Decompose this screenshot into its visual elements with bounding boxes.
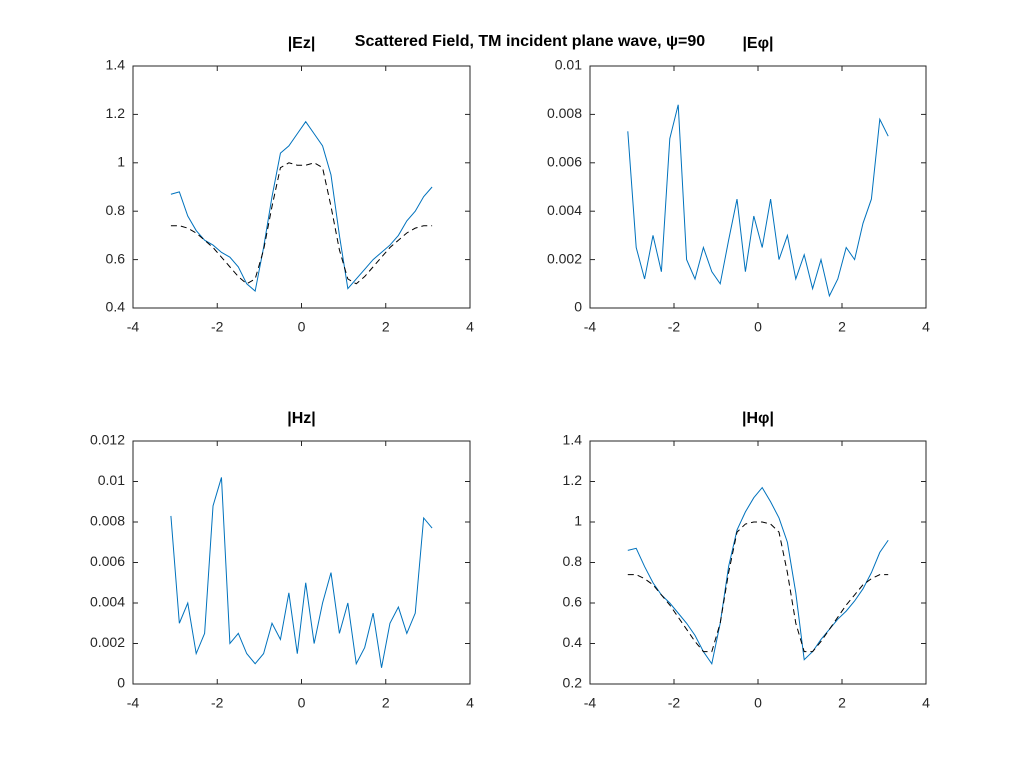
y-tick-label: 0.008 [547,105,582,121]
x-tick-label: -2 [211,319,224,335]
data-line [627,486,889,665]
y-tick-label: 0.2 [563,675,583,691]
y-tick-label: 0.002 [547,250,582,266]
data-line [627,104,889,298]
y-tick-label: 0.4 [563,634,583,650]
x-tick-label: 2 [382,695,390,711]
y-tick-label: 0 [117,675,125,691]
figure-title: Scattered Field, TM incident plane wave,… [355,33,705,50]
data-line [170,477,433,668]
data-line [170,162,433,285]
axes-frame [132,440,471,685]
y-tick-label: 0.002 [90,634,125,650]
x-tick-label: 4 [466,695,474,711]
x-tick-label: 4 [922,319,930,335]
y-tick-label: 0.008 [90,513,125,529]
y-tick-label: 0.8 [106,202,126,218]
y-tick-label: 1.2 [106,105,126,121]
y-tick-label: 1 [574,513,582,529]
axes-frame [132,65,471,309]
y-tick-label: 0.6 [106,250,126,266]
y-tick-label: 1.4 [563,432,583,448]
axes-frame [589,440,927,685]
x-tick-label: -2 [668,695,681,711]
y-tick-label: 0 [574,299,582,315]
x-tick-label: -2 [668,319,681,335]
data-line [170,120,433,293]
subplot-title: |Eφ| [742,35,773,52]
subplot-title: |Ez| [288,35,316,52]
axes-box [133,66,470,308]
y-tick-label: 0.004 [547,202,582,218]
y-tick-label: 0.006 [547,154,582,170]
x-tick-label: 2 [382,319,390,335]
y-tick-label: 0.6 [563,594,583,610]
x-tick-label: 0 [298,695,306,711]
y-tick-label: 0.004 [90,594,125,610]
x-tick-label: 0 [754,319,762,335]
y-tick-label: 0.01 [98,472,125,488]
x-tick-label: -2 [211,695,224,711]
y-tick-label: 0.01 [555,57,582,73]
x-tick-label: 4 [466,319,474,335]
axes-box [133,441,470,684]
x-tick-label: 2 [838,319,846,335]
x-tick-label: 2 [838,695,846,711]
subplot-title: |Hφ| [742,410,774,427]
y-tick-label: 0.4 [106,299,126,315]
x-tick-label: -4 [584,319,597,335]
y-tick-label: 1 [117,154,125,170]
y-tick-label: 1.2 [563,472,583,488]
y-tick-label: 1.4 [106,57,126,73]
y-tick-label: 0.006 [90,553,125,569]
axes-box [590,66,926,308]
x-tick-label: 0 [298,319,306,335]
subplot-title: |Hz| [287,410,316,427]
x-tick-label: -4 [584,695,597,711]
x-tick-label: 4 [922,695,930,711]
x-tick-label: -4 [127,695,140,711]
y-tick-label: 0.8 [563,553,583,569]
axes-frame [589,65,927,309]
y-tick-label: 0.012 [90,432,125,448]
axes-box [590,441,926,684]
x-tick-label: -4 [127,319,140,335]
x-tick-label: 0 [754,695,762,711]
